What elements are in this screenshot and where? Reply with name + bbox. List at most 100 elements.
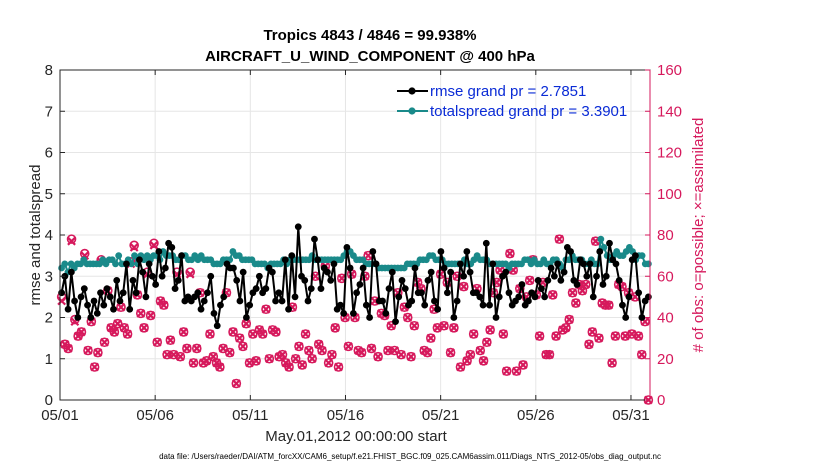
obs-assimilated-point	[271, 327, 281, 337]
rmse-point	[525, 297, 532, 305]
obs-possible-point	[284, 362, 294, 372]
rmse-point	[505, 289, 513, 297]
obs-possible-point	[584, 339, 594, 350]
rmse-point	[349, 309, 357, 317]
rmse-point	[100, 301, 108, 309]
obs-assimilated-point	[551, 331, 561, 341]
obs-assimilated-point	[169, 350, 179, 360]
obs-assimilated-point	[146, 311, 156, 320]
x-tick-label: 05/06	[136, 407, 174, 424]
rmse-point	[142, 293, 150, 301]
rmse-point	[593, 272, 600, 280]
rmse-point	[268, 268, 276, 276]
obs-assimilated-point	[261, 304, 271, 314]
obs-possible-point	[607, 358, 617, 368]
rmse-point	[97, 289, 104, 297]
rmse-point	[434, 305, 442, 313]
totalspread-point	[600, 243, 608, 251]
rmse-point	[632, 252, 639, 260]
rmse-point	[301, 276, 309, 284]
rmse-point	[103, 285, 111, 293]
y-left-tick-label: 6	[45, 145, 53, 162]
obs-possible-point	[145, 310, 156, 321]
obs-assimilated-point	[77, 327, 86, 337]
rmse-point	[580, 260, 587, 268]
obs-assimilated-point	[607, 358, 617, 368]
rmse-point	[372, 260, 380, 268]
rmse-point	[492, 314, 500, 321]
rmse-point	[392, 318, 399, 326]
rmse-point	[337, 301, 344, 309]
rmse-point	[74, 314, 82, 321]
obs-possible-point	[162, 349, 172, 360]
obs-assimilated-point	[110, 327, 119, 337]
rmse-point	[236, 297, 244, 305]
obs-possible-point	[300, 329, 311, 339]
rmse-point	[644, 293, 652, 301]
rmse-point	[217, 301, 224, 309]
rmse-point	[557, 276, 565, 284]
rmse-point	[411, 264, 419, 272]
obs-possible-point	[234, 333, 245, 343]
rmse-point	[243, 314, 250, 321]
rmse-point	[207, 272, 215, 280]
obs-possible-point	[191, 343, 202, 354]
obs-assimilated-point	[344, 341, 353, 351]
rmse-point	[262, 285, 270, 293]
obs-assimilated-point	[139, 323, 149, 333]
y-right-tick-label: 160	[657, 62, 682, 79]
rmse-point	[362, 301, 370, 309]
rmse-point	[58, 289, 66, 297]
rmse-point	[110, 305, 117, 313]
obs-assimilated-point	[584, 339, 594, 349]
obs-assimilated-point	[228, 327, 238, 337]
obs-possible-point	[66, 234, 77, 244]
obs-assimilated-point	[347, 269, 357, 279]
rmse-point	[622, 314, 630, 321]
totalspread-point	[597, 235, 605, 243]
rmse-point	[126, 305, 134, 313]
rmse-point	[479, 301, 487, 309]
obs-assimilated-point	[83, 346, 93, 355]
obs-possible-point	[215, 362, 225, 372]
rmse-point	[385, 285, 393, 293]
obs-possible-point	[264, 353, 275, 364]
rmse-point	[132, 289, 140, 297]
legend: rmse grand pr = 2.7851 totalspread grand…	[397, 83, 627, 120]
rmse-point	[431, 297, 438, 305]
legend-rmse-marker	[408, 87, 416, 95]
rmse-point	[418, 289, 425, 297]
legend-spread-marker	[408, 107, 416, 115]
obs-assimilated-point	[433, 323, 442, 333]
obs-possible-point	[409, 320, 420, 331]
obs-possible-point	[290, 353, 301, 364]
obs-possible-point	[636, 349, 647, 360]
rmse-point	[538, 285, 545, 293]
rmse-point	[573, 281, 581, 288]
rmse-point	[346, 264, 354, 272]
y-left-tick-label: 7	[45, 103, 53, 120]
legend-spread-label: totalspread grand pr = 3.3901	[430, 103, 627, 120]
obs-assimilated-point	[215, 362, 225, 372]
obs-assimilated-point	[123, 329, 132, 339]
obs-possible-point	[501, 366, 512, 376]
rmse-point	[252, 285, 260, 293]
rmse-point	[285, 305, 292, 313]
obs-assimilated-point	[390, 346, 399, 355]
obs-assimilated-point	[291, 354, 301, 364]
obs-assimilated-point	[162, 350, 172, 360]
rmse-point	[395, 293, 403, 301]
obs-possible-point	[159, 300, 169, 310]
legend-rmse-label: rmse grand pr = 2.7851	[430, 83, 586, 100]
rmse-point	[554, 260, 562, 268]
rmse-point	[450, 314, 458, 321]
obs-possible-point	[304, 345, 314, 356]
rmse-point	[148, 272, 156, 280]
obs-assimilated-point	[548, 290, 558, 300]
rmse-point	[427, 268, 435, 276]
x-axis-ticks: 05/01 05/06 05/11 05/16 05/21 05/26 05/31	[41, 70, 650, 424]
obs-possible-point	[534, 331, 545, 341]
obs-assimilated-point	[248, 329, 258, 339]
obs-assimilated-point	[129, 242, 139, 252]
obs-possible-point	[458, 281, 469, 292]
